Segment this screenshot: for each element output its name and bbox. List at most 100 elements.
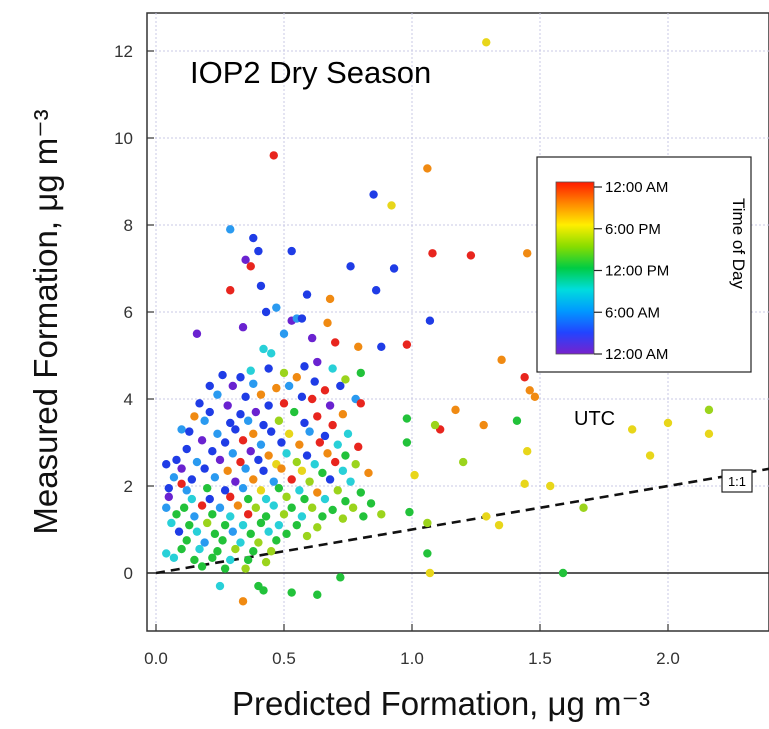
data-point [243,510,253,519]
data-point [546,481,555,491]
data-point [497,355,506,365]
data-point [192,457,202,467]
data-point [182,444,191,454]
chart-title: IOP2 Dry Season [190,55,431,90]
colorbar-gradient [555,181,595,355]
data-point [215,455,225,465]
data-point [359,512,368,521]
x-tick-label: 0.5 [272,649,296,668]
data-point [259,344,268,354]
data-point [282,449,291,458]
data-point [402,340,412,349]
data-point [272,536,281,545]
data-point [226,418,235,428]
data-point [238,483,248,493]
data-point [274,483,284,493]
colorbar-ticks: 12:00 AM 6:00 PM 12:00 PM 6:00 AM 12:00 AM [594,179,669,363]
data-point [190,555,199,565]
x-tick-label: 2.0 [656,649,680,668]
data-point [259,586,268,595]
data-point [167,518,176,528]
colorbar-tick-label: 12:00 PM [605,263,669,280]
data-point [336,573,345,582]
data-point [313,412,322,421]
data-point [264,451,273,460]
data-point [226,555,235,565]
data-point [197,562,207,571]
data-point [228,381,237,391]
data-point [243,416,253,425]
data-point [331,338,340,347]
data-point [466,251,476,260]
data-point [354,442,363,452]
data-point [243,494,253,504]
data-point [410,470,419,480]
data-point [423,549,432,558]
y-tick-label: 2 [124,477,133,496]
data-point [297,392,307,402]
data-point [261,494,271,504]
y-tick-label: 12 [114,42,133,61]
data-point [277,464,286,473]
data-point [203,483,212,493]
data-point [579,503,588,512]
utc-annotation: UTC [574,408,615,430]
data-point [364,468,373,478]
data-point [174,527,184,536]
data-point [430,420,440,430]
data-point [279,329,289,338]
data-point [292,373,301,382]
data-point [249,475,258,484]
data-point [238,520,248,530]
data-point [307,394,317,404]
data-point [310,460,319,469]
data-point [236,538,245,547]
data-point [233,501,243,510]
data-point [645,451,655,460]
data-point [325,401,335,410]
data-point [356,488,365,497]
data-point [300,418,309,428]
data-point [162,503,171,512]
data-point [241,255,250,264]
data-point [704,405,714,415]
data-point [295,440,304,449]
data-point [264,364,273,373]
data-point [305,427,314,436]
data-point [267,349,276,358]
data-point [318,512,327,521]
data-point [297,512,307,521]
data-point [351,460,360,469]
colorbar-tick-label: 6:00 AM [605,304,660,321]
data-point [315,438,325,447]
x-axis-title: Predicted Formation, μg m⁻³ [232,685,650,722]
data-point [215,503,225,512]
data-point [325,294,335,304]
data-point [269,477,278,486]
data-point [292,457,301,467]
data-point [341,497,350,506]
data-point [482,512,491,521]
data-point [192,527,202,536]
data-point [203,518,212,528]
data-point [231,425,240,434]
data-point [479,420,488,430]
data-point [238,436,248,445]
data-point [520,479,529,489]
data-point [246,366,255,375]
data-point [251,503,261,512]
data-points [162,38,714,606]
data-point [208,447,217,456]
data-point [354,342,363,351]
data-point [213,390,222,399]
data-point [338,410,348,419]
data-point [292,520,301,530]
data-point [287,475,296,484]
data-point [279,510,289,519]
colorbar-title: Time of Day [729,198,748,290]
x-tick-label: 0.0 [144,649,168,668]
data-point [320,431,330,441]
data-point [205,381,214,391]
data-point [256,281,266,291]
data-point [267,547,276,556]
